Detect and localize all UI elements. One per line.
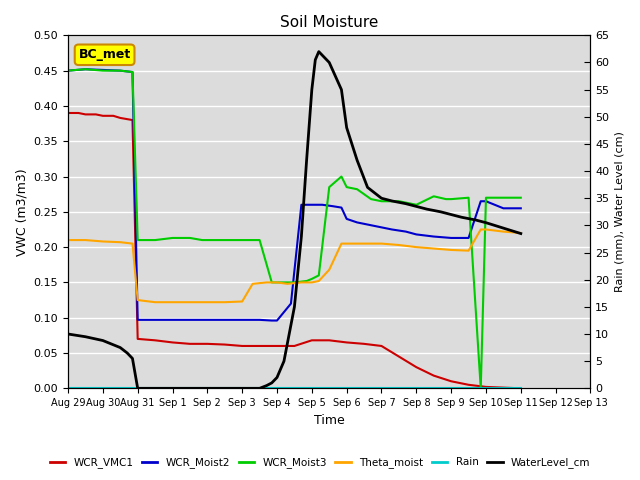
Y-axis label: VWC (m3/m3): VWC (m3/m3)	[15, 168, 28, 256]
Y-axis label: Rain (mm), Water Level (cm): Rain (mm), Water Level (cm)	[615, 132, 625, 292]
Legend: WCR_VMC1, WCR_Moist2, WCR_Moist3, Theta_moist, Rain, WaterLevel_cm: WCR_VMC1, WCR_Moist2, WCR_Moist3, Theta_…	[45, 453, 595, 472]
X-axis label: Time: Time	[314, 414, 344, 427]
Title: Soil Moisture: Soil Moisture	[280, 15, 378, 30]
Text: BC_met: BC_met	[79, 48, 131, 61]
